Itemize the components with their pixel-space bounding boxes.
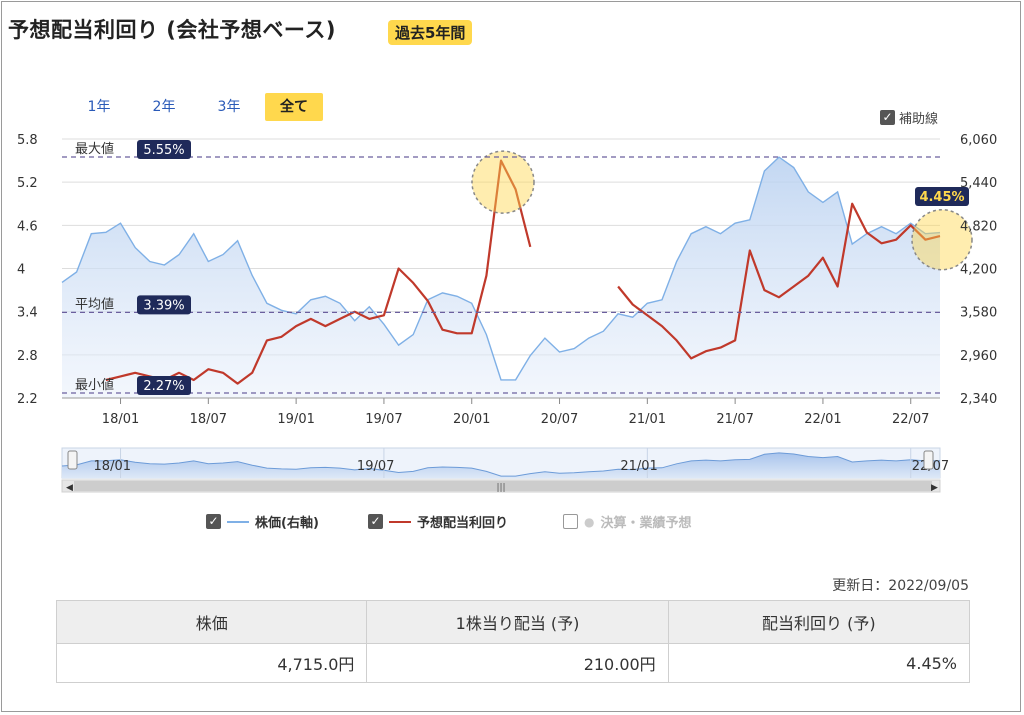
x-tick-label: 21/07 [716, 412, 753, 427]
legend-label-price: 株価(右軸) [255, 516, 319, 531]
yield-price-chart: 最大値 5.55% 平均値 3.39% 最小値 2.27% 4.45% 5.8 5.2 4.6 4… [17, 133, 997, 493]
summary-header-price: 株価 [55, 600, 368, 644]
chart-axes: 5.8 5.2 4.6 4 3.4 2.8 2.2 6,060 5,440 4,820 4,200 3… [17, 133, 997, 427]
right-tick-label: 5,440 [960, 176, 997, 191]
navigator-left-handle [67, 450, 78, 470]
legend-item-yield[interactable]: ✓ 予想配当利回り [368, 512, 508, 531]
left-tick-label: 4.6 [17, 219, 38, 234]
checkbox-checked-icon: ✓ [206, 514, 221, 529]
reference-value-badge [137, 139, 191, 159]
aux-lines-toggle[interactable]: ✓ 補助線 [880, 108, 938, 127]
x-tick-label: 18/01 [102, 412, 139, 427]
right-tick-label: 3,580 [960, 306, 997, 321]
range-button-1y[interactable]: 1年 [87, 99, 111, 115]
left-tick-label: 5.2 [17, 176, 38, 191]
navigator-tick-label: 21/01 [620, 459, 657, 474]
summary-value-dividend: 210.00円 [366, 643, 669, 683]
summary-header-row: 株価 1株当り配当 (予) 配当利回り (予) [55, 600, 971, 644]
x-tick-label: 22/07 [892, 412, 929, 427]
x-tick-label: 22/01 [804, 412, 841, 427]
chart-plot-area [61, 150, 973, 398]
navigator-right-handle [923, 450, 934, 470]
right-tick-label: 2,340 [960, 392, 997, 407]
reference-value-badge [137, 375, 191, 395]
left-tick-label: 3.4 [17, 306, 38, 321]
summary-table: 株価 1株当り配当 (予) 配当利回り (予) 4,715.0円 210.00円… [55, 600, 971, 683]
range-button-3y[interactable]: 3年 [217, 99, 241, 115]
summary-header-yield: 配当利回り (予) [667, 600, 971, 644]
legend-swatch-yield [389, 520, 411, 523]
reference-line-label: 最大値 [75, 141, 114, 157]
range-button-2y[interactable]: 2年 [152, 99, 176, 115]
legend-label-earnings: 決算・業績予想 [600, 516, 692, 531]
updated-date: 更新日：2022/09/05 [832, 578, 969, 594]
x-tick-label: 19/07 [365, 412, 402, 427]
max-highlight-circle [471, 150, 535, 214]
legend-item-price[interactable]: ✓ 株価(右軸) [206, 512, 319, 531]
range-button-all[interactable]: 全て [265, 93, 323, 121]
right-tick-label: 2,960 [960, 349, 997, 364]
reference-line-label: 平均値 [75, 296, 114, 312]
current-value-label: 4.45% [919, 190, 964, 205]
x-tick-label: 18/07 [190, 412, 227, 427]
summary-value-yield: 4.45% [667, 643, 971, 683]
summary-value-price: 4,715.0円 [55, 643, 368, 683]
dot-icon: ● [584, 514, 595, 529]
period-badge: 過去5年間 [388, 20, 473, 45]
current-value-badge [915, 187, 969, 206]
scrollbar-grip-icon: ||| [496, 483, 505, 493]
x-tick-label: 20/01 [453, 412, 490, 427]
reference-line-label: 最小値 [75, 377, 114, 393]
right-tick-label: 6,060 [960, 133, 997, 148]
legend-label-yield: 予想配当利回り [417, 516, 509, 531]
navigator-tick-label: 18/01 [94, 459, 131, 474]
reference-value-badge [137, 295, 191, 315]
aux-lines-label: 補助線 [899, 112, 939, 127]
reference-value-label: 2.27% [143, 379, 184, 394]
right-tick-label: 4,820 [960, 219, 997, 234]
left-tick-label: 2.2 [17, 392, 38, 407]
left-tick-label: 4 [17, 263, 25, 278]
x-tick-label: 21/01 [629, 412, 666, 427]
checkbox-unchecked-icon: ✓ [563, 514, 578, 529]
navigator-tick-label: 19/07 [357, 459, 394, 474]
left-tick-label: 5.8 [17, 133, 38, 148]
legend-item-earnings[interactable]: ✓ ● 決算・業績予想 [563, 512, 692, 531]
latest-highlight-circle [911, 208, 973, 271]
right-tick-label: 4,200 [960, 263, 997, 278]
scroll-right-icon: ▶ [931, 483, 938, 493]
checkbox-checked-icon: ✓ [880, 110, 895, 125]
left-tick-label: 2.8 [17, 349, 38, 364]
reference-value-label: 5.55% [143, 143, 184, 158]
reference-value-label: 3.39% [143, 298, 184, 313]
yield-line-segment [617, 202, 941, 360]
legend-swatch-price [227, 520, 249, 523]
reference-lines: 最大値 5.55% 平均値 3.39% 最小値 2.27% 4.45% [62, 139, 969, 395]
price-line [61, 156, 941, 381]
x-tick-label: 19/01 [277, 412, 314, 427]
scrollbar-thumb [74, 481, 932, 491]
navigator-price-line [61, 452, 941, 477]
summary-value-row: 4,715.0円 210.00円 4.45% [55, 643, 971, 683]
page-title: 予想配当利回り (会社予想ベース) [8, 18, 336, 42]
navigator-price-area [62, 452, 940, 478]
x-tick-label: 20/07 [541, 412, 578, 427]
summary-header-dividend: 1株当り配当 (予) [366, 600, 669, 644]
yield-line-segment [105, 159, 532, 385]
scroll-left-icon: ◀ [66, 483, 73, 493]
checkbox-checked-icon: ✓ [368, 514, 383, 529]
